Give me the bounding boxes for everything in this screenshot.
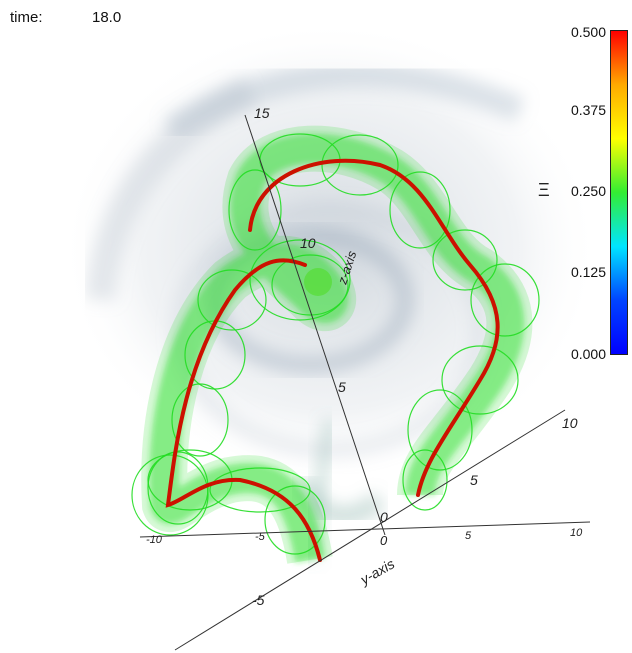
colorbar-tick-0500: 0.500 (570, 24, 606, 40)
y-tick-5: 5 (470, 472, 478, 488)
vortex-core-blob (304, 268, 332, 296)
z-tick-10: 10 (300, 235, 316, 251)
core-field-line (165, 158, 500, 562)
y-tick-10: 10 (562, 415, 578, 431)
z-tick-15: 15 (254, 105, 270, 121)
colorbar-variable-label: Ξ (538, 180, 550, 200)
colorbar-tick-0375: 0.375 (570, 102, 606, 118)
y-axis-label: y-axis (357, 555, 398, 588)
colorbar (610, 30, 628, 355)
x-tick-10: 10 (570, 527, 583, 539)
z-tick-5: 5 (338, 379, 346, 395)
flux-tube-main (149, 133, 525, 563)
x-tick-neg10: -10 (146, 534, 163, 546)
y-tick-neg5: -5 (252, 592, 265, 608)
colorbar-tick-0125: 0.125 (570, 264, 606, 280)
y-tick-0b: 0 (380, 509, 388, 525)
colorbar-tick-0000: 0.000 (570, 346, 606, 362)
x-axis-line (139, 521, 591, 538)
time-label: time: (10, 9, 43, 26)
x-tick-5: 5 (465, 530, 472, 542)
y-axis-line (174, 409, 566, 651)
time-value: 18.0 (92, 9, 122, 26)
colorbar-tick-0250: 0.250 (570, 183, 606, 199)
x-tick-0: 0 (380, 533, 388, 548)
z-axis-line (244, 114, 386, 536)
axes (139, 114, 591, 651)
x-tick-neg5: -5 (255, 531, 266, 543)
